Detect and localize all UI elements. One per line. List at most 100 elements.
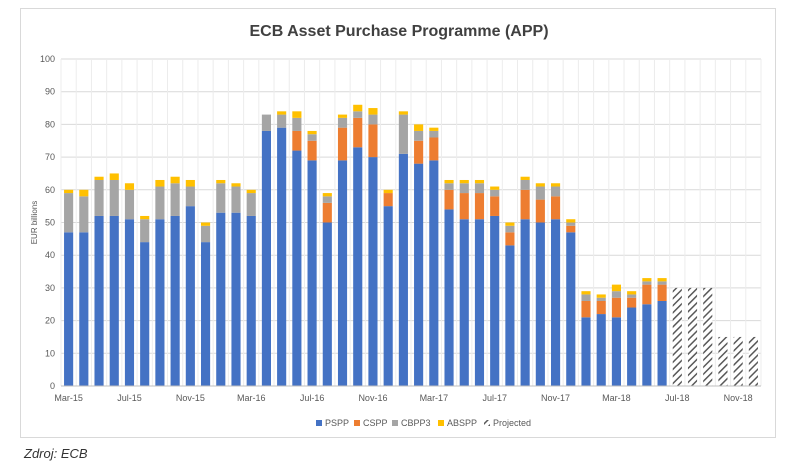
bar-projected-jul-18 (672, 287, 682, 386)
bar-cbpp3-apr-15 (79, 196, 89, 233)
bar-projected-dec-18 (748, 336, 758, 386)
bar-abspp-jan-18 (581, 291, 591, 295)
chart-plot: 0 10 20 30 40 50 60 70 80 90 100 EUR billions Mar-15… (30, 54, 762, 428)
x-tick-label: Nov-16 (358, 393, 387, 403)
bar-cbpp3-jun-17 (474, 183, 485, 194)
bar-abspp-mar-15 (64, 189, 74, 194)
bar-abspp-may-18 (642, 278, 652, 282)
bar-abspp-jun-15 (109, 173, 119, 180)
bar-pspp-mar-17 (429, 160, 439, 386)
bar-abspp-dec-17 (566, 219, 576, 223)
bar-cspp-oct-17 (535, 199, 545, 223)
bar-pspp-may-16 (277, 127, 287, 387)
bar-pspp-nov-15 (185, 206, 195, 386)
bar-pspp-may-15 (94, 215, 104, 386)
bar-pspp-jan-17 (398, 153, 408, 386)
bar-abspp-oct-15 (170, 176, 180, 184)
bar-cbpp3-mar-17 (429, 130, 439, 138)
bar-pspp-may-18 (642, 304, 652, 386)
bar-cspp-aug-16 (322, 202, 332, 223)
bar-cbpp3-sep-15 (155, 186, 165, 220)
bar-pspp-jul-15 (124, 219, 135, 386)
bar-pspp-sep-17 (520, 219, 530, 386)
bar-abspp-sep-15 (155, 179, 165, 187)
bar-cspp-may-17 (459, 193, 469, 220)
bar-pspp-dec-16 (383, 206, 393, 386)
bar-cbpp3-oct-16 (353, 111, 363, 118)
bar-abspp-sep-16 (337, 114, 348, 118)
bar-pspp-dec-15 (201, 242, 211, 386)
bar-pspp-nov-16 (368, 157, 378, 386)
bar-cbpp3-nov-17 (551, 186, 561, 197)
bar-pspp-jul-17 (490, 215, 500, 386)
bar-abspp-may-15 (94, 176, 104, 180)
bar-cbpp3-nov-15 (185, 186, 195, 207)
bar-cbpp3-jul-16 (307, 134, 317, 141)
bar-abspp-sep-17 (520, 176, 530, 180)
bar-cbpp3-jul-17 (490, 189, 500, 197)
x-tick-label: Nov-18 (724, 393, 753, 403)
bar-pspp-apr-18 (627, 307, 637, 386)
bar-cspp-jan-18 (581, 300, 591, 318)
bar-abspp-nov-16 (368, 108, 378, 115)
bar-pspp-sep-15 (155, 219, 165, 386)
bar-pspp-mar-18 (611, 317, 621, 386)
bar-pspp-jan-18 (581, 317, 591, 386)
bar-abspp-jul-15 (124, 183, 135, 190)
bar-pspp-oct-15 (170, 215, 180, 386)
y-tick-label: 10 (45, 348, 55, 358)
bar-pspp-apr-15 (79, 232, 89, 386)
legend-swatch-cbpp3 (392, 420, 398, 426)
bar-cbpp3-oct-15 (170, 183, 180, 216)
bar-pspp-apr-17 (444, 209, 454, 386)
bar-abspp-nov-17 (551, 183, 561, 187)
bar-abspp-jun-18 (657, 278, 667, 282)
y-tick-label: 30 (45, 283, 55, 293)
bar-cspp-aug-17 (505, 232, 515, 246)
bar-cbpp3-mar-16 (246, 193, 256, 216)
bar-abspp-apr-15 (79, 189, 89, 197)
y-tick-label: 90 (45, 87, 55, 97)
bar-projected-oct-18 (718, 336, 728, 386)
y-axis-label: EUR billions (30, 201, 39, 245)
bar-pspp-oct-16 (353, 147, 363, 386)
bar-cspp-feb-18 (596, 300, 606, 315)
bar-abspp-jul-17 (490, 186, 500, 190)
bar-abspp-apr-18 (627, 291, 637, 295)
bar-abspp-jul-16 (307, 130, 317, 135)
y-tick-label: 100 (40, 54, 55, 64)
bar-projected-aug-18 (687, 287, 698, 386)
bar-abspp-jan-16 (216, 179, 226, 184)
bar-cbpp3-jun-18 (657, 281, 667, 285)
legend-label-projected: Projected (493, 418, 531, 428)
legend-swatch-abspp (438, 420, 444, 426)
bar-cbpp3-mar-15 (64, 193, 74, 233)
bar-cbpp3-sep-17 (520, 179, 530, 190)
bar-cspp-may-18 (642, 284, 652, 305)
legend-label-cbpp3: CBPP3 (401, 418, 431, 428)
bar-abspp-mar-18 (611, 284, 621, 292)
bar-cbpp3-nov-16 (368, 114, 378, 125)
bar-abspp-jun-17 (474, 179, 485, 184)
bar-cbpp3-dec-17 (566, 222, 576, 226)
bar-cbpp3-may-15 (94, 179, 104, 216)
bar-abspp-oct-17 (535, 183, 545, 187)
bar-cspp-nov-16 (368, 124, 378, 158)
bar-pspp-nov-17 (551, 219, 561, 386)
bar-abspp-mar-17 (429, 127, 439, 131)
bar-cspp-apr-17 (444, 189, 454, 210)
bar-pspp-jun-18 (657, 300, 667, 386)
bar-cbpp3-apr-17 (444, 183, 454, 190)
chart-frame: ECB Asset Purchase Programme (APP) 0 10 20… (20, 8, 776, 438)
bar-cspp-dec-16 (383, 193, 393, 207)
legend-label-pspp: PSPP (325, 418, 349, 428)
legend-swatch-pspp (316, 420, 322, 426)
bar-abspp-nov-15 (185, 179, 195, 187)
x-tick-label: Jul-17 (482, 393, 507, 403)
bar-cbpp3-jun-16 (292, 117, 302, 131)
bar-abspp-feb-16 (231, 183, 241, 187)
x-tick-label: Mar-18 (602, 393, 631, 403)
bar-pspp-aug-17 (505, 245, 515, 386)
bar-abspp-apr-17 (444, 179, 454, 184)
bar-pspp-jun-16 (292, 150, 302, 386)
